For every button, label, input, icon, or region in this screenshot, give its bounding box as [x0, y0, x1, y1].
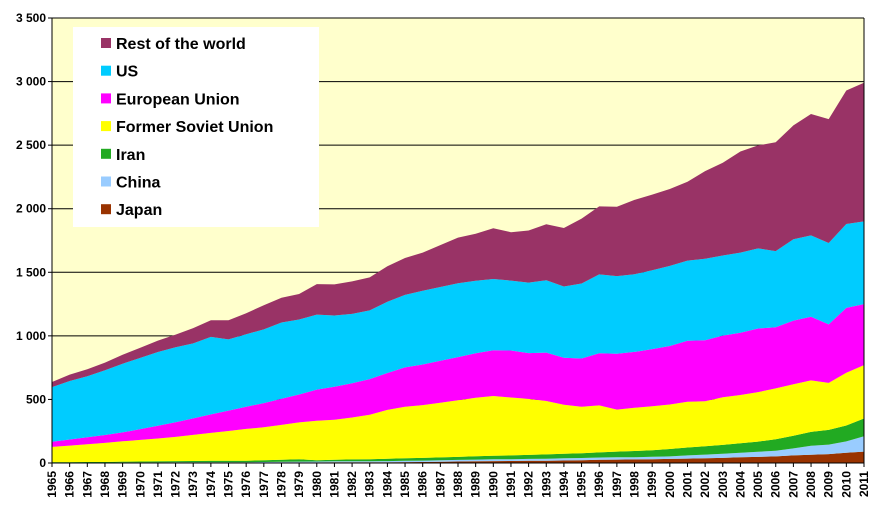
x-tick-label: 1983	[363, 471, 377, 498]
legend-swatch-former-soviet-union	[101, 121, 111, 132]
x-tick-label: 1984	[380, 471, 394, 498]
x-tick-labels: 1965 1966 1967 1968 1969 1970 1971 1972 1973 1974…	[45, 471, 871, 498]
x-tick-label: 2002	[698, 471, 712, 498]
x-tick-label: 2009	[822, 471, 836, 498]
area-series	[52, 82, 864, 463]
legend-swatch-iran	[101, 148, 111, 159]
y-tick-label: 3 000	[16, 75, 46, 89]
area-rest-of-the-world	[52, 82, 864, 388]
area-iran	[52, 418, 864, 463]
x-tick-label: 1981	[327, 471, 341, 498]
x-tick-label: 1992	[522, 471, 536, 498]
legend-label-former-soviet-union: Former Soviet Union	[116, 119, 273, 136]
x-tick-label: 2005	[751, 471, 765, 498]
legend-label-china: China	[116, 175, 161, 192]
x-tick-label: 1988	[451, 471, 465, 498]
y-tick-labels: 0 500 1 000 1 500 2 000 2 500 3 000 3 500	[16, 11, 46, 470]
legend-label-iran: Iran	[116, 147, 145, 164]
x-tick-label: 2001	[680, 471, 694, 498]
x-tick-label: 1994	[557, 471, 571, 498]
y-tick-label: 1 500	[16, 265, 46, 279]
x-tick-label: 1986	[416, 471, 430, 498]
y-tick-label: 2 000	[16, 202, 46, 216]
x-tick-label: 1985	[398, 471, 412, 498]
x-tick-label: 2003	[716, 471, 730, 498]
x-tick-label: 1982	[345, 471, 359, 498]
x-tick-label: 1991	[504, 471, 518, 498]
x-tick-label: 2008	[804, 471, 818, 498]
x-tick-label: 1966	[63, 471, 77, 498]
x-tick-label: 1967	[80, 471, 94, 498]
x-tick-label: 1976	[239, 471, 253, 498]
x-tick-label: 1979	[292, 471, 306, 498]
legend-swatch-china	[101, 176, 111, 187]
x-tick-label: 1971	[151, 471, 165, 498]
y-tick-label: 500	[26, 392, 46, 406]
x-tick-label: 1993	[539, 471, 553, 498]
x-tick-label: 1999	[645, 471, 659, 498]
x-tick-label: 1969	[116, 471, 130, 498]
x-tick-label: 1974	[204, 471, 218, 498]
x-tick-label: 1975	[222, 471, 236, 498]
x-tick-label: 2007	[786, 471, 800, 498]
legend-swatch-us	[101, 65, 111, 76]
y-tick-label: 1 000	[16, 329, 46, 343]
x-tick-label: 2010	[839, 471, 853, 498]
x-tick-label: 1968	[98, 471, 112, 498]
legend-swatch-european-union	[101, 93, 111, 104]
axes	[48, 17, 865, 467]
x-tick-label: 2011	[857, 471, 871, 497]
y-tick-label: 3 500	[16, 11, 46, 25]
x-tick-label: 1995	[575, 471, 589, 498]
x-tick-label: 1973	[186, 471, 200, 498]
area-japan	[52, 451, 864, 463]
x-tick-label: 1965	[45, 471, 59, 498]
area-us	[52, 221, 864, 442]
legend: Rest of the world US European Union Former …	[73, 27, 319, 227]
x-tick-label: 1996	[592, 471, 606, 498]
legend-label-rest-of-the-world: Rest of the world	[116, 36, 246, 53]
legend-label-japan: Japan	[116, 202, 162, 219]
area-european-union	[52, 304, 864, 447]
x-tick-label: 1972	[169, 471, 183, 498]
x-tick-label: 1987	[433, 471, 447, 498]
x-tick-label: 1997	[610, 471, 624, 498]
x-tick-label: 1970	[133, 471, 147, 498]
legend-swatch-japan	[101, 204, 111, 215]
legend-label-european-union: European Union	[116, 91, 240, 108]
legend-swatch-rest-of-the-world	[101, 38, 111, 48]
y-tick-label: 2 500	[16, 138, 46, 152]
y-tick-label: 0	[39, 456, 46, 470]
x-tick-label: 2000	[663, 471, 677, 498]
area-former-soviet-union	[52, 365, 864, 463]
x-tick-label: 1998	[628, 471, 642, 498]
x-tick-label: 1978	[274, 471, 288, 498]
x-tick-label: 1977	[257, 471, 271, 498]
x-tick-label: 1989	[469, 471, 483, 498]
x-tick-label: 1980	[310, 471, 324, 498]
x-tick-label: 2004	[733, 471, 747, 498]
legend-box	[73, 27, 319, 227]
x-tick-label: 2006	[769, 471, 783, 498]
x-tick-label: 1990	[486, 471, 500, 498]
legend-label-us: US	[116, 64, 139, 81]
